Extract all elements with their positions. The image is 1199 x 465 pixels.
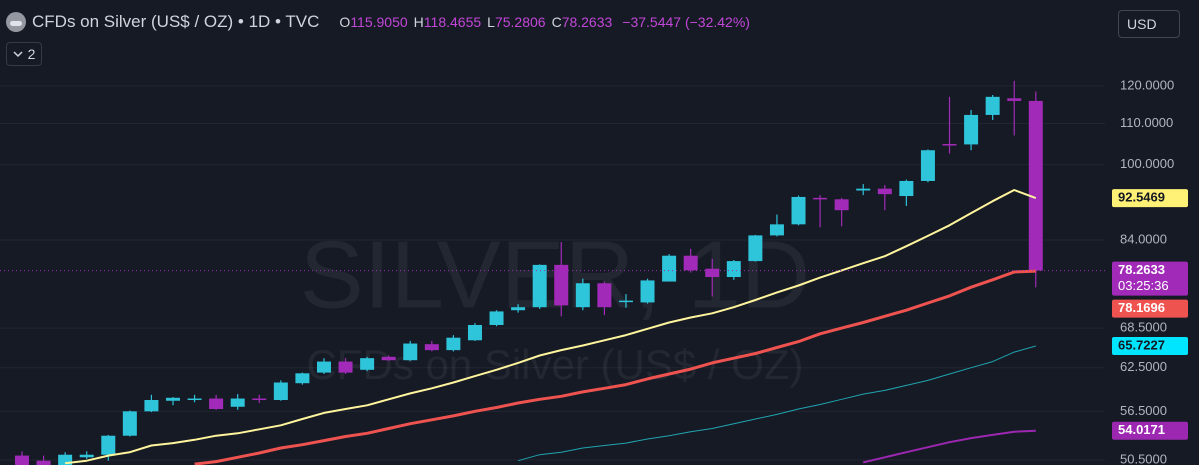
candle-body (316, 361, 331, 373)
candle-body (964, 114, 979, 145)
moving-average-line (862, 429, 1036, 464)
moving-average-line (517, 345, 1036, 462)
countdown-label: 03:25:36 (1118, 278, 1169, 293)
chevron-icon (13, 51, 23, 58)
candle-body (144, 400, 159, 412)
candle-body (791, 196, 806, 225)
candle-body (381, 356, 396, 361)
candle-body (813, 197, 828, 200)
ohlc-key: H (413, 14, 424, 30)
candle-body (295, 373, 310, 384)
last-price-badge (1112, 261, 1188, 296)
currency-button[interactable]: USD (1118, 10, 1180, 38)
y-tick-label: 100.0000 (1120, 156, 1174, 171)
candle-body (122, 411, 137, 436)
candle-body (856, 188, 871, 191)
indicator-value-label: 54.0171 (1118, 422, 1165, 437)
symbol-title[interactable]: CFDs on Silver (US$ / OZ) • 1D • TVC (32, 12, 320, 31)
y-tick-label: 110.0000 (1120, 115, 1173, 130)
candle-body (446, 337, 461, 351)
indicator-value-label: 92.5469 (1118, 190, 1165, 205)
candle-body (1007, 98, 1022, 101)
indicator-value-badge (1112, 337, 1188, 356)
candle-body (252, 398, 267, 401)
candle-body (575, 283, 590, 308)
candle-body (877, 188, 892, 195)
ohlc-value: 75.2806 (494, 14, 546, 30)
candle-body (403, 343, 418, 361)
candle-body (15, 455, 29, 465)
candle-body (726, 261, 741, 278)
currency-label: USD (1127, 16, 1157, 32)
indicator-count: 2 (27, 46, 36, 62)
candle-body (748, 235, 763, 262)
ohlc-value: 115.9050 (350, 14, 408, 30)
candle-body (36, 460, 51, 465)
candle-body (273, 382, 288, 401)
indicator-value-badge (1112, 189, 1188, 208)
ohlc-value: 78.2633 (561, 14, 613, 30)
candle-body (338, 361, 353, 373)
indicator-toggle[interactable]: 2 (6, 42, 42, 66)
symbol-header: CFDs on Silver (US$ / OZ) • 1D • TVC O11… (6, 12, 750, 32)
y-tick-label: 56.5000 (1120, 403, 1167, 418)
candle-body (58, 454, 73, 465)
candle-body (79, 454, 94, 458)
price-axis: 50.5000 56.5000 62.5000 68.5000 84.0000 100.0… (1112, 77, 1188, 465)
candle-body (920, 150, 935, 181)
y-tick-label: 84.0000 (1120, 231, 1167, 246)
candle-body (165, 397, 180, 401)
candle-body (230, 398, 245, 407)
candle-body (554, 264, 569, 306)
indicator-value-label: 65.7227 (1118, 337, 1165, 352)
moving-average-line (64, 189, 1037, 465)
candle-body (769, 224, 784, 236)
watermark-description: CFDs on Silver (US$ / OZ) (306, 341, 803, 388)
last-price-label: 78.2633 (1118, 262, 1165, 277)
candle-body (489, 311, 504, 325)
indicator-value-label: 78.1696 (1118, 300, 1165, 315)
ohlc-value: 118.4655 (423, 14, 482, 30)
candle-body (467, 324, 482, 341)
candle-body (640, 280, 655, 303)
candle-body (618, 300, 633, 303)
candle-body (662, 255, 677, 282)
candle-body (834, 199, 849, 211)
candle-body (511, 307, 526, 311)
indicator-value-badge (1112, 299, 1188, 318)
y-tick-label: 120.0000 (1120, 77, 1174, 92)
y-tick-label: 50.5000 (1120, 451, 1167, 465)
candle-body (187, 398, 202, 401)
symbol-icon (6, 12, 26, 32)
price-change: −37.5447 (−32.42%) (622, 14, 750, 30)
candle-body (899, 180, 914, 197)
candle-body (209, 398, 224, 410)
candle-body (424, 344, 439, 351)
moving-average-line (194, 269, 1036, 465)
candle-body (597, 283, 612, 308)
candle-body (101, 435, 116, 455)
candle-body (360, 358, 375, 370)
ohlc-key: L (487, 14, 495, 30)
y-tick-label: 68.5000 (1120, 320, 1167, 335)
plot-area (0, 80, 1105, 465)
grid (0, 85, 1105, 461)
ohlc-key: C (551, 14, 562, 30)
candle-body (705, 268, 720, 278)
y-tick-label: 62.5000 (1120, 359, 1167, 374)
candle-body (683, 255, 698, 271)
candle-body (985, 96, 1000, 115)
ohlc-values: O115.9050 H118.4655 L75.2806 C78.2633 (333, 12, 612, 32)
indicator-value-badge (1112, 421, 1188, 440)
candle-body (532, 264, 547, 308)
candle-body (1028, 100, 1043, 271)
candle-body (942, 144, 957, 146)
ohlc-key: O (339, 14, 351, 30)
